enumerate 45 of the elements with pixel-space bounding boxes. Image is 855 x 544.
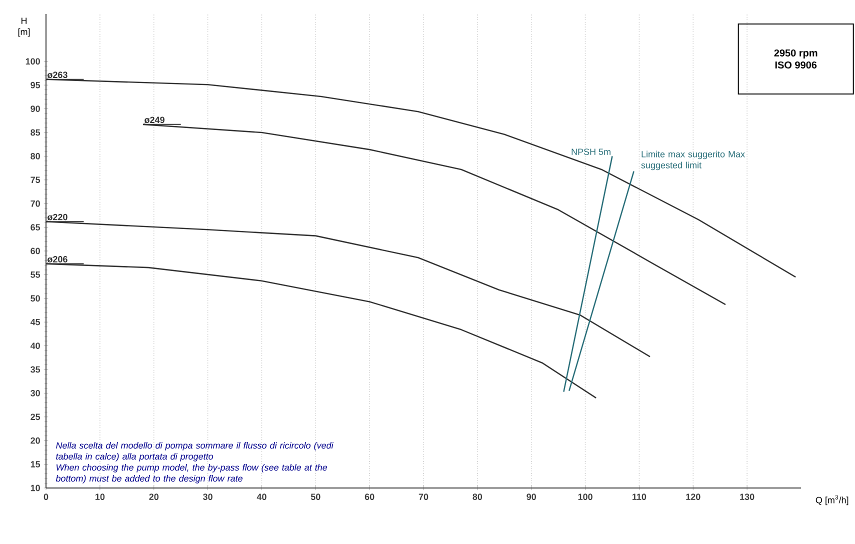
x-tick-label: 110 <box>632 494 646 500</box>
y-tick-label: 85 <box>30 129 40 136</box>
y-tick-label: 100 <box>26 58 40 65</box>
x-tick-label: 80 <box>472 494 482 500</box>
annotation: 2950 rpm <box>774 49 818 58</box>
y-tick-label: 25 <box>30 414 40 420</box>
series-label: ø220 <box>47 214 68 220</box>
x-tick-label: 60 <box>364 494 374 500</box>
x-tick-label: 10 <box>95 494 105 500</box>
x-tick-label: 130 <box>740 494 754 500</box>
annotation: Nella scelta del modello di pompa sommare il flusso di ricircolo (vedi tabella in calce) alla portata di progetto <box>56 442 334 462</box>
y-tick-label: 95 <box>30 82 40 88</box>
series-label: ø206 <box>47 256 68 263</box>
y-tick-label: 10 <box>30 484 40 492</box>
x-tick-label: 20 <box>149 494 159 500</box>
x-tick-label: 90 <box>526 494 536 500</box>
y-tick-label: 40 <box>30 342 40 349</box>
y-tick-label: 60 <box>30 248 40 254</box>
series-label: NPSH 5m <box>572 148 610 155</box>
x-tick-label: 30 <box>202 494 212 500</box>
y-tick-label: 65 <box>30 224 40 230</box>
series-label: ø263 <box>47 72 68 78</box>
x-axis-title: Q [m$^{3}$/h] <box>816 495 848 506</box>
y-tick-label: 70 <box>30 200 40 207</box>
series-label: ø249 <box>144 116 164 124</box>
x-tick-label: 0 <box>44 494 48 500</box>
y-tick-label: 30 <box>30 390 40 396</box>
x-tick-label: 120 <box>686 494 700 500</box>
annotation: When choosing the pump model, the by-pass flow (see table at the bottom) must be added to the design flow rate <box>56 464 328 484</box>
y-tick-label: 20 <box>30 437 40 444</box>
x-tick-label: 100 <box>578 494 592 500</box>
x-tick-label: 70 <box>418 494 428 500</box>
annotation: ISO 9906 <box>775 61 817 69</box>
y-tick-label: 15 <box>30 461 40 468</box>
y-tick-label: 75 <box>30 176 40 184</box>
y-tick-label: 90 <box>30 106 40 112</box>
y-tick-label: 55 <box>30 272 40 278</box>
y-tick-label: 80 <box>30 153 40 160</box>
y-tick-label: 35 <box>30 366 40 373</box>
series-label: Limite max suggerito Max suggested limit <box>641 150 745 170</box>
x-tick-label: 40 <box>256 494 266 500</box>
y-tick-label: 45 <box>30 318 40 326</box>
y-tick-label: 50 <box>30 295 40 302</box>
y-axis-title: H [m] <box>18 18 30 37</box>
x-tick-label: 50 <box>310 494 320 500</box>
